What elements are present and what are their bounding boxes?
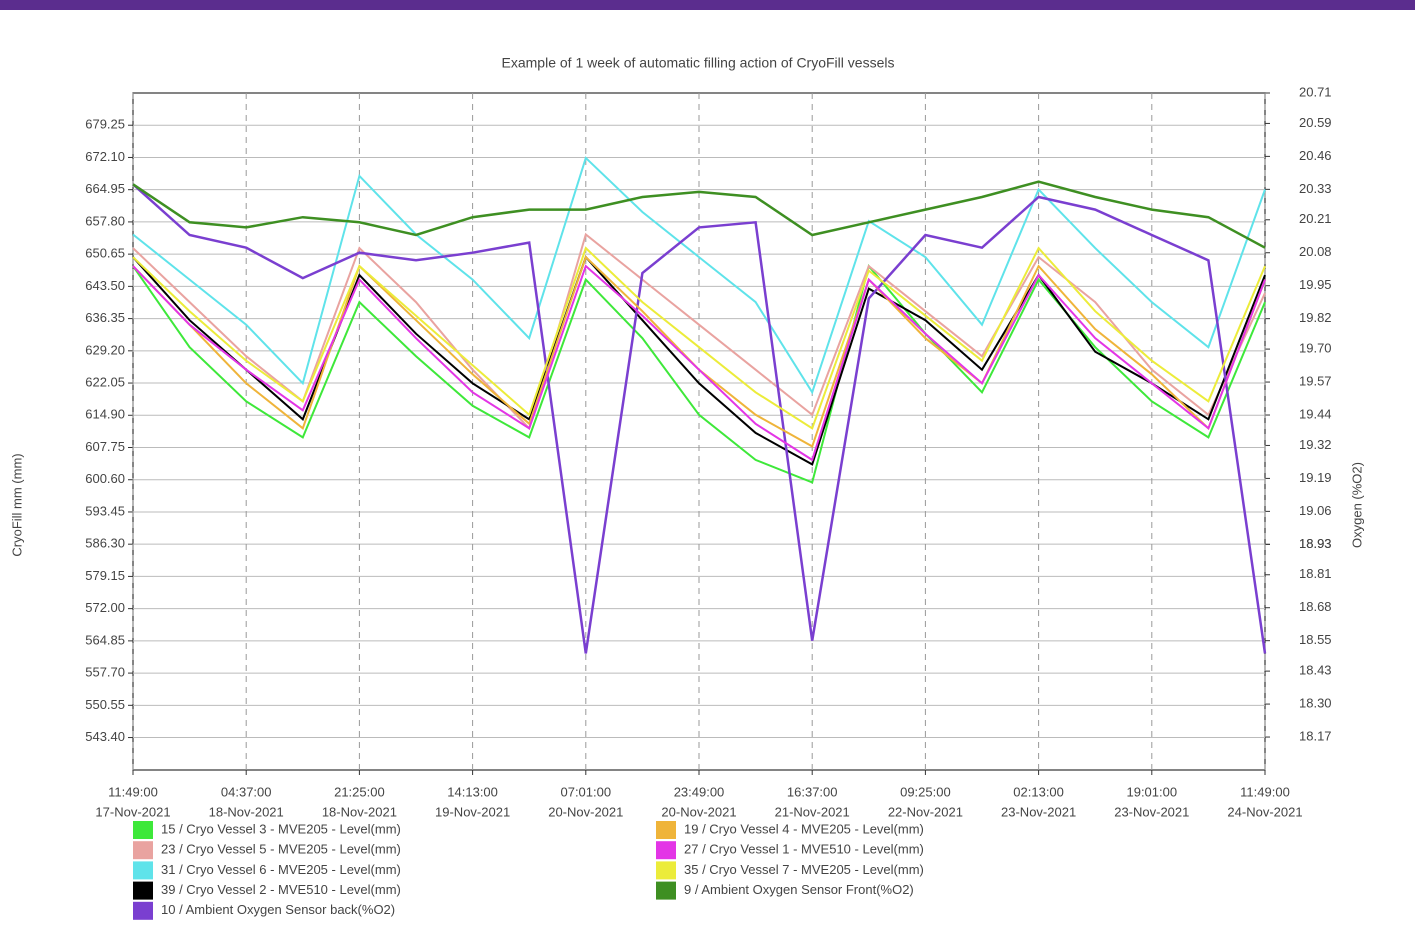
x-tick-label: 23-Nov-2021 <box>1114 804 1189 819</box>
x-tick-label: 23:49:00 <box>674 784 725 799</box>
x-tick-label: 21-Nov-2021 <box>775 804 850 819</box>
y2-tick-label: 18.93 <box>1299 536 1332 551</box>
x-tick-label: 19:01:00 <box>1126 784 1177 799</box>
y-tick-label: 664.95 <box>85 181 125 196</box>
y-tick-label: 629.20 <box>85 342 125 357</box>
y-tick-label: 593.45 <box>85 503 125 518</box>
y2-tick-label: 20.71 <box>1299 84 1332 99</box>
y-tick-label: 672.10 <box>85 149 125 164</box>
y-tick-label: 572.00 <box>85 600 125 615</box>
y-tick-label: 622.05 <box>85 374 125 389</box>
y-tick-label: 643.50 <box>85 278 125 293</box>
x-tick-label: 24-Nov-2021 <box>1227 804 1302 819</box>
top-bar <box>0 0 1415 10</box>
legend-swatch <box>133 841 153 860</box>
y-tick-label: 650.65 <box>85 246 125 261</box>
y2-tick-label: 18.55 <box>1299 632 1332 647</box>
y2-tick-label: 20.59 <box>1299 115 1332 130</box>
legend-swatch <box>656 841 676 860</box>
y2-tick-label: 18.43 <box>1299 663 1332 678</box>
x-tick-label: 16:37:00 <box>787 784 838 799</box>
y2-tick-label: 19.19 <box>1299 470 1332 485</box>
legend-label: 15 / Cryo Vessel 3 - MVE205 - Level(mm) <box>161 821 401 836</box>
y2-tick-label: 20.46 <box>1299 148 1332 163</box>
y-tick-label: 543.40 <box>85 729 125 744</box>
legend-label: 19 / Cryo Vessel 4 - MVE205 - Level(mm) <box>684 821 924 836</box>
legend-swatch <box>133 881 153 900</box>
legend-label: 23 / Cryo Vessel 5 - MVE205 - Level(mm) <box>161 842 401 857</box>
y-tick-label: 564.85 <box>85 632 125 647</box>
x-tick-label: 04:37:00 <box>221 784 272 799</box>
legend-label: 39 / Cryo Vessel 2 - MVE510 - Level(mm) <box>161 882 401 897</box>
y-tick-label: 614.90 <box>85 407 125 422</box>
series-line <box>132 180 1266 249</box>
y-tick-label: 657.80 <box>85 213 125 228</box>
x-tick-label: 07:01:00 <box>560 784 611 799</box>
y2-axis-label: Oxygen (%O2) <box>1349 462 1364 548</box>
y2-tick-label: 19.44 <box>1299 406 1332 421</box>
x-tick-label: 22-Nov-2021 <box>888 804 963 819</box>
y-tick-label: 579.15 <box>85 568 125 583</box>
y2-tick-label: 18.17 <box>1299 728 1332 743</box>
legend-label: 35 / Cryo Vessel 7 - MVE205 - Level(mm) <box>684 862 924 877</box>
y2-tick-label: 20.08 <box>1299 244 1332 259</box>
y2-tick-label: 18.68 <box>1299 599 1332 614</box>
legend-swatch <box>656 881 676 900</box>
y2-tick-label: 19.95 <box>1299 277 1332 292</box>
x-tick-label: 14:13:00 <box>447 784 498 799</box>
x-tick-label: 23-Nov-2021 <box>1001 804 1076 819</box>
y2-tick-label: 19.57 <box>1299 373 1332 388</box>
legend-label: 27 / Cryo Vessel 1 - MVE510 - Level(mm) <box>684 842 924 857</box>
x-tick-label: 11:49:00 <box>108 784 158 799</box>
y-axis-label: CryoFill mm (mm) <box>9 453 24 556</box>
series-line <box>132 183 1267 654</box>
series-line <box>132 156 1266 395</box>
chart-title: Example of 1 week of automatic filling a… <box>502 55 895 71</box>
legend-swatch <box>656 861 676 880</box>
x-tick-label: 09:25:00 <box>900 784 951 799</box>
legend-label: 10 / Ambient Oxygen Sensor back(%O2) <box>161 902 395 917</box>
legend-swatch <box>133 861 153 880</box>
legend-label: 31 / Cryo Vessel 6 - MVE205 - Level(mm) <box>161 862 401 877</box>
y2-tick-label: 20.33 <box>1299 181 1332 196</box>
y2-tick-label: 18.81 <box>1299 566 1332 581</box>
y2-tick-label: 19.82 <box>1299 310 1332 325</box>
y2-tick-label: 19.06 <box>1299 503 1332 518</box>
legend-swatch <box>133 821 153 839</box>
y2-tick-label: 19.70 <box>1299 341 1332 356</box>
series-line <box>132 232 1266 431</box>
y-tick-label: 550.55 <box>85 697 125 712</box>
x-tick-label: 20-Nov-2021 <box>661 804 736 819</box>
x-tick-label: 17-Nov-2021 <box>95 804 170 819</box>
y-tick-label: 679.25 <box>85 117 125 132</box>
y2-tick-label: 18.93 <box>1299 536 1332 551</box>
y2-tick-label: 20.21 <box>1299 211 1332 226</box>
legend-swatch <box>656 821 676 839</box>
y-tick-label: 607.75 <box>85 439 125 454</box>
x-tick-label: 11:49:00 <box>1240 784 1290 799</box>
y2-tick-label: 19.32 <box>1299 437 1332 452</box>
x-tick-label: 02:13:00 <box>1013 784 1064 799</box>
x-tick-label: 19-Nov-2021 <box>435 804 510 819</box>
y-tick-label: 636.35 <box>85 310 125 325</box>
x-tick-label: 20-Nov-2021 <box>548 804 623 819</box>
legend-swatch <box>133 901 153 920</box>
series-line <box>132 246 1266 430</box>
y-tick-label: 600.60 <box>85 471 125 486</box>
y2-tick-label: 18.30 <box>1299 696 1332 711</box>
series-line <box>132 264 1266 462</box>
y-tick-label: 557.70 <box>85 665 125 680</box>
y-tick-label: 586.30 <box>85 536 125 551</box>
legend-label: 9 / Ambient Oxygen Sensor Front(%O2) <box>684 882 914 897</box>
x-tick-label: 21:25:00 <box>334 784 385 799</box>
x-tick-label: 18-Nov-2021 <box>322 804 397 819</box>
x-tick-label: 18-Nov-2021 <box>209 804 284 819</box>
